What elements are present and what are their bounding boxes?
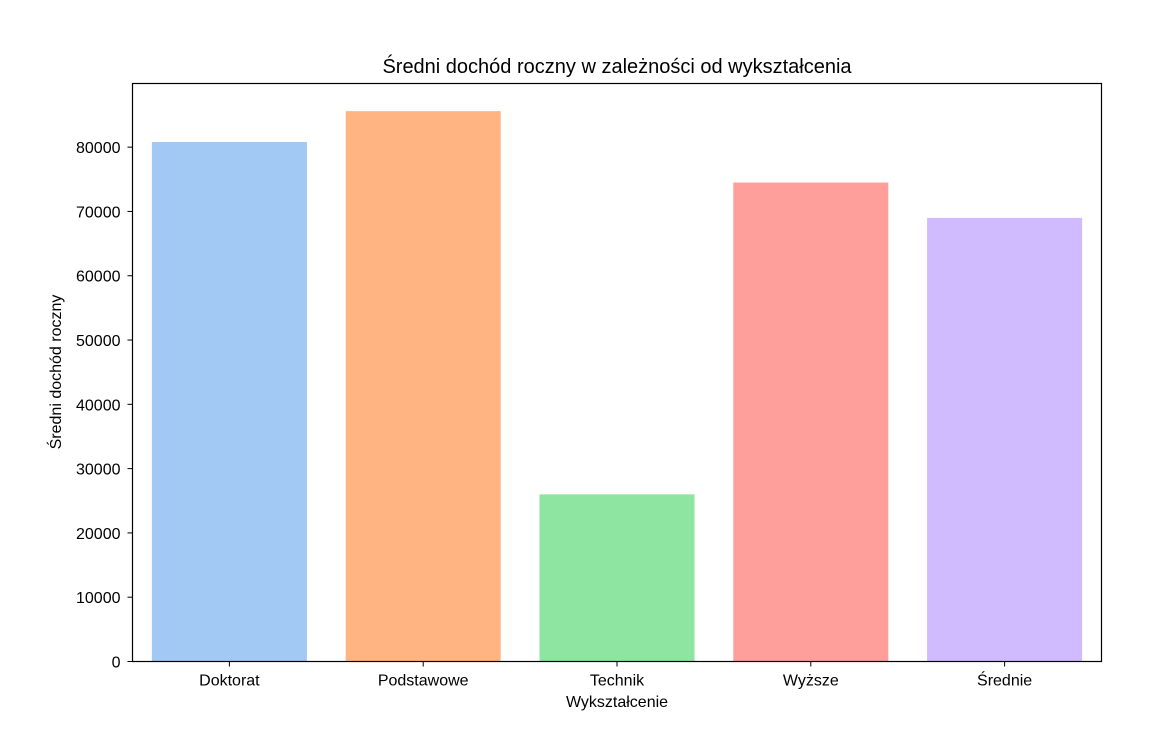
bar-4 — [733, 182, 889, 662]
y-tick-label: 60000 — [76, 269, 121, 286]
x-axis-ticks: Doktorat Podstawowe Technik Wyższe Średnie — [199, 661, 1032, 690]
x-tick-label: Wyższe — [783, 673, 839, 690]
bar-2 — [345, 111, 501, 662]
x-tick-label: Podstawowe — [378, 673, 469, 690]
bars-group — [151, 111, 1083, 662]
bar-1 — [151, 142, 307, 662]
y-tick-label: 80000 — [76, 140, 121, 157]
y-tick-label: 70000 — [76, 204, 121, 221]
y-tick-label: 20000 — [76, 526, 121, 543]
bar-5 — [927, 217, 1083, 662]
y-tick-label: 0 — [112, 655, 121, 672]
y-tick-label: 40000 — [76, 397, 121, 414]
y-tick-label: 30000 — [76, 462, 121, 479]
y-tick-label: 10000 — [76, 590, 121, 607]
y-axis-label: Średni dochód roczny — [46, 295, 65, 450]
y-tick-label: 50000 — [76, 333, 121, 350]
x-tick-label: Średnie — [977, 671, 1032, 690]
x-tick-label: Technik — [590, 673, 645, 690]
x-axis-label: Wykształcenie — [566, 694, 668, 711]
plot-area-frame — [131, 82, 1103, 663]
chart-title: Średni dochód roczny w zależności od wyk… — [382, 54, 852, 78]
y-axis-ticks: 0 10000 20000 30000 40000 50000 60000 70000 8000… — [76, 140, 133, 672]
bar-3 — [539, 494, 695, 662]
x-tick-label: Doktorat — [199, 673, 260, 690]
